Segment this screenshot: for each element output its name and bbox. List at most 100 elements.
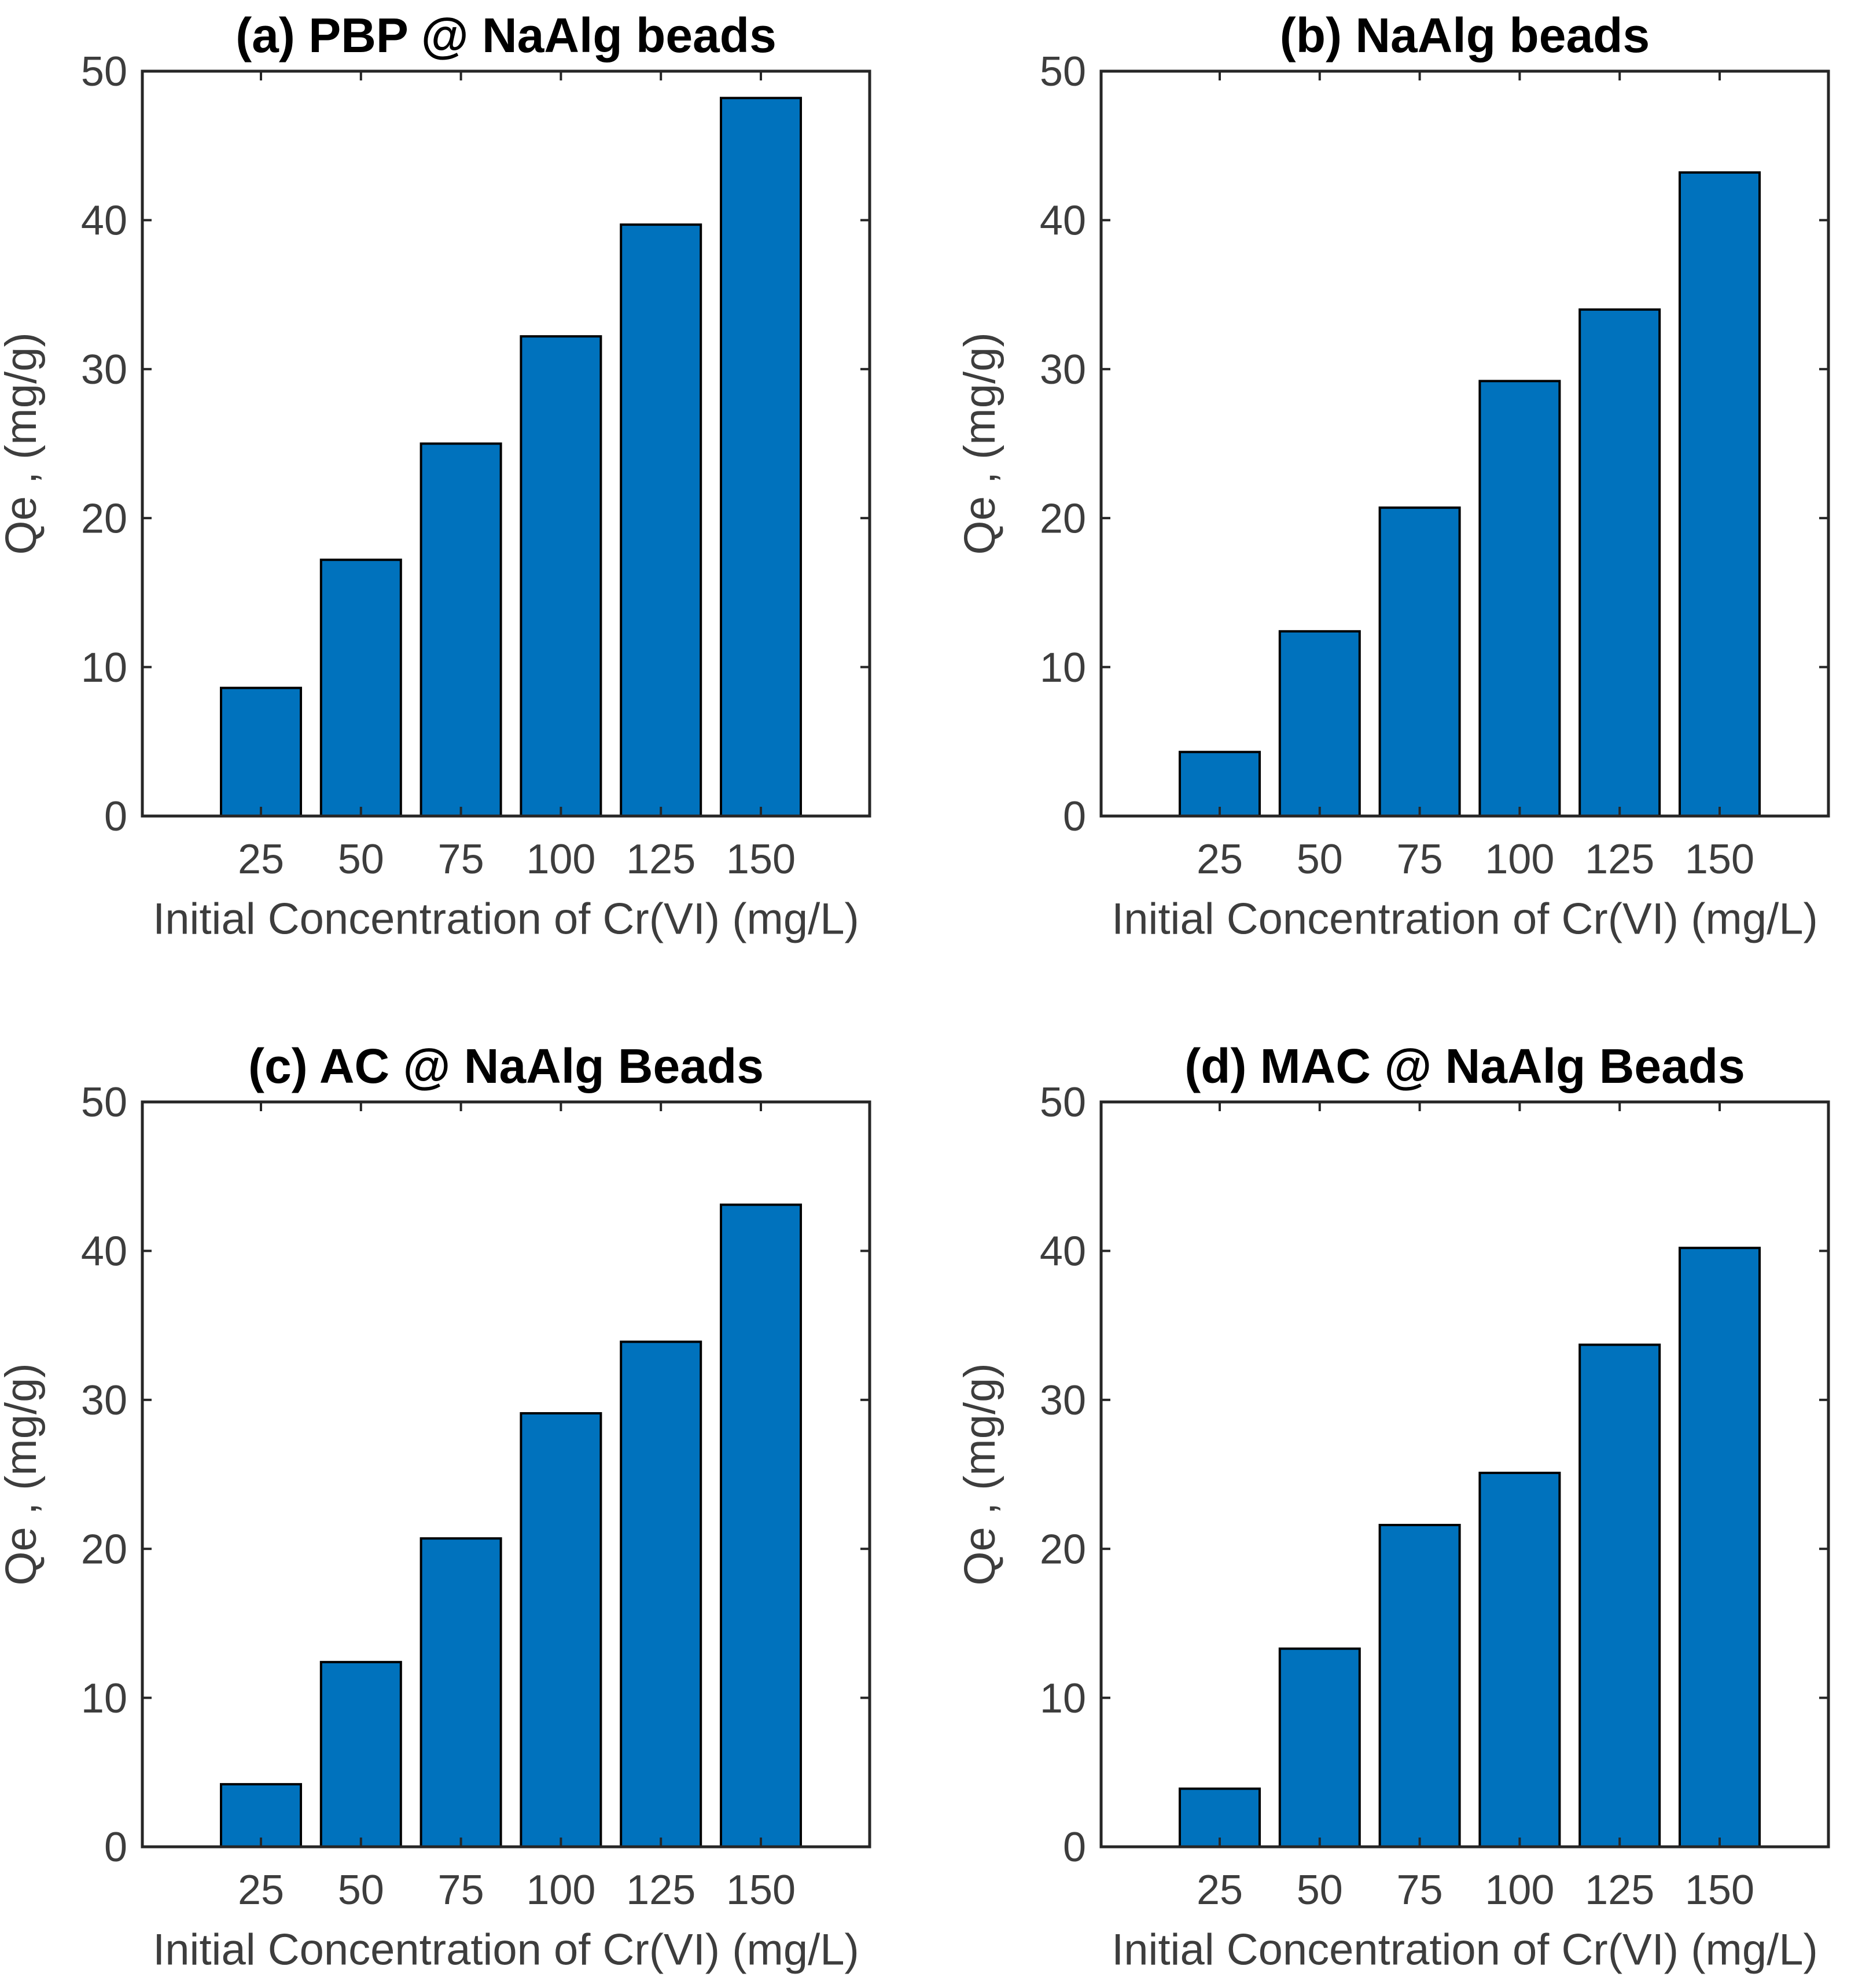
bar-100 bbox=[520, 1412, 602, 1848]
x-tick-label: 75 bbox=[1397, 1867, 1443, 1913]
x-tick-label: 25 bbox=[238, 1867, 284, 1913]
y-tick-label: 10 bbox=[81, 645, 127, 691]
x-tick-label: 125 bbox=[626, 836, 695, 883]
bar-50 bbox=[319, 558, 402, 817]
x-tick-label: 125 bbox=[1585, 1867, 1654, 1913]
x-tick-label: 50 bbox=[1297, 1867, 1343, 1913]
y-tick-label: 50 bbox=[81, 49, 127, 95]
y-tick-label: 20 bbox=[1040, 495, 1086, 542]
bar-75 bbox=[419, 442, 502, 817]
x-tick-label: 50 bbox=[338, 836, 384, 883]
plot-box bbox=[141, 69, 871, 818]
y-tick-label: 10 bbox=[1040, 1675, 1086, 1722]
x-ticks: 25 50 75 100 125 150 bbox=[238, 1102, 796, 1913]
y-tick-label: 0 bbox=[1063, 1824, 1086, 1871]
bar-50 bbox=[1278, 1647, 1361, 1848]
bars bbox=[1179, 171, 1761, 818]
y-tick-label: 40 bbox=[1040, 198, 1086, 244]
x-axis-label: Initial Concentration of Cr(VI) (mg/L) bbox=[153, 895, 859, 944]
x-tick-label: 75 bbox=[1397, 836, 1443, 883]
x-axis-label: Initial Concentration of Cr(VI) (mg/L) bbox=[1112, 895, 1818, 944]
y-tick-label: 0 bbox=[104, 1824, 127, 1871]
y-axis-label: Qe , (mg/g) bbox=[955, 332, 1004, 554]
chart-a: 0 10 20 30 40 50 25 50 75 100 125 150 (a) PBP @ NaAl… bbox=[0, 8, 871, 944]
bar-25 bbox=[220, 1783, 302, 1848]
bars bbox=[1179, 1247, 1761, 1849]
bar-75 bbox=[1378, 1524, 1461, 1848]
bar-25 bbox=[1179, 1787, 1261, 1849]
x-ticks: 25 50 75 100 125 150 bbox=[238, 71, 796, 883]
y-tick-label: 50 bbox=[1040, 1079, 1086, 1126]
bar-125 bbox=[620, 1340, 702, 1848]
plot-box bbox=[1099, 1100, 1830, 1849]
y-ticks: 0 10 20 30 40 50 bbox=[81, 49, 870, 840]
bar-150 bbox=[1679, 1247, 1761, 1849]
plot-box bbox=[1099, 69, 1830, 818]
chart-c-title: (c) AC @ NaAlg Beads bbox=[248, 1039, 764, 1093]
y-tick-label: 40 bbox=[1040, 1229, 1086, 1275]
y-axis-label: Qe , (mg/g) bbox=[0, 332, 46, 554]
bar-150 bbox=[1679, 171, 1761, 818]
chart-b-title: (b) NaAlg beads bbox=[1280, 8, 1650, 63]
y-tick-label: 50 bbox=[81, 1079, 127, 1126]
x-tick-label: 25 bbox=[1197, 1867, 1243, 1913]
bar-25 bbox=[220, 686, 302, 817]
bar-25 bbox=[1179, 751, 1261, 817]
chart-a-title: (a) PBP @ NaAlg beads bbox=[235, 8, 777, 63]
bar-75 bbox=[1378, 506, 1461, 817]
x-tick-label: 150 bbox=[1685, 1867, 1754, 1913]
x-tick-label: 150 bbox=[726, 836, 796, 883]
bar-125 bbox=[620, 223, 702, 817]
y-tick-label: 30 bbox=[1040, 1377, 1086, 1424]
bars bbox=[220, 97, 802, 817]
x-tick-label: 50 bbox=[338, 1867, 384, 1913]
bar-100 bbox=[1478, 1471, 1561, 1848]
y-axis-label: Qe , (mg/g) bbox=[0, 1363, 46, 1585]
chart-c: 0 10 20 30 40 50 25 50 75 100 125 150 (c) AC @ NaAlg… bbox=[0, 1039, 871, 1975]
y-ticks: 0 10 20 30 40 50 bbox=[1040, 49, 1828, 840]
bar-125 bbox=[1578, 1343, 1661, 1848]
x-tick-label: 75 bbox=[438, 836, 484, 883]
x-axis-label: Initial Concentration of Cr(VI) (mg/L) bbox=[1112, 1925, 1818, 1975]
y-tick-label: 50 bbox=[1040, 49, 1086, 95]
x-tick-label: 150 bbox=[726, 1867, 796, 1913]
x-tick-label: 25 bbox=[1197, 836, 1243, 883]
y-tick-label: 20 bbox=[81, 495, 127, 542]
x-tick-label: 100 bbox=[526, 1867, 595, 1913]
plot-box bbox=[141, 1100, 871, 1849]
bar-100 bbox=[520, 335, 602, 817]
y-tick-label: 0 bbox=[1063, 793, 1086, 840]
y-tick-label: 20 bbox=[81, 1526, 127, 1572]
x-ticks: 25 50 75 100 125 150 bbox=[1197, 71, 1754, 883]
y-ticks: 0 10 20 30 40 50 bbox=[1040, 1079, 1828, 1871]
bar-50 bbox=[319, 1660, 402, 1848]
y-ticks: 0 10 20 30 40 50 bbox=[81, 1079, 870, 1871]
x-ticks: 25 50 75 100 125 150 bbox=[1197, 1102, 1754, 1913]
x-tick-label: 125 bbox=[626, 1867, 695, 1913]
y-axis-label: Qe , (mg/g) bbox=[955, 1363, 1004, 1585]
y-tick-label: 30 bbox=[1040, 347, 1086, 393]
y-tick-label: 30 bbox=[81, 347, 127, 393]
bar-150 bbox=[720, 1203, 802, 1849]
y-tick-label: 20 bbox=[1040, 1526, 1086, 1572]
y-tick-label: 40 bbox=[81, 198, 127, 244]
y-tick-label: 40 bbox=[81, 1229, 127, 1275]
x-tick-label: 100 bbox=[526, 836, 595, 883]
x-tick-label: 150 bbox=[1685, 836, 1754, 883]
y-tick-label: 10 bbox=[81, 1675, 127, 1722]
x-tick-label: 50 bbox=[1297, 836, 1343, 883]
x-tick-label: 100 bbox=[1485, 836, 1554, 883]
bar-150 bbox=[720, 97, 802, 817]
bar-50 bbox=[1278, 630, 1361, 817]
x-tick-label: 75 bbox=[438, 1867, 484, 1913]
y-tick-label: 10 bbox=[1040, 645, 1086, 691]
x-tick-label: 25 bbox=[238, 836, 284, 883]
x-tick-label: 125 bbox=[1585, 836, 1654, 883]
chart-d-title: (d) MAC @ NaAlg Beads bbox=[1184, 1039, 1745, 1093]
bar-100 bbox=[1478, 380, 1561, 817]
chart-d: 0 10 20 30 40 50 25 50 75 100 125 150 (d) MAC @ NaAl… bbox=[955, 1039, 1830, 1975]
bar-75 bbox=[419, 1537, 502, 1848]
bars bbox=[220, 1203, 802, 1849]
